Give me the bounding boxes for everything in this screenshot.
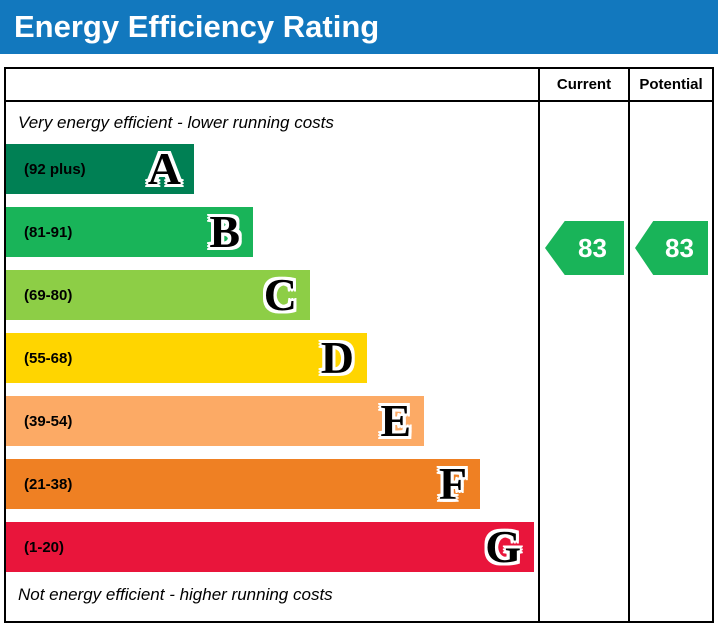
current-rating-arrow: 83 [545,221,624,275]
header-spacer [6,69,538,102]
band-letter: B [209,206,240,257]
potential-column: 83 [628,102,712,621]
band-range-label: (39-54) [24,412,73,430]
current-column: 83 [538,102,628,621]
potential-rating-value: 83 [665,232,694,263]
band-range-label: (92 plus) [24,160,86,178]
band-letter: A [147,143,181,194]
band-range-label: (81-91) [24,223,73,241]
band-letter: C [263,269,297,320]
band-range-label: (21-38) [24,475,73,493]
title-bar: Energy Efficiency Rating [0,0,718,54]
band-row-b: (81-91) B [6,207,253,257]
band-row-a: (92 plus) A [6,144,194,194]
band-range-label: (69-80) [24,286,73,304]
band-letter: G [485,521,521,572]
potential-column-header: Potential [628,69,712,102]
band-letter: F [438,458,467,509]
band-row-c: (69-80) C [6,270,310,320]
potential-rating-arrow: 83 [635,221,708,275]
band-row-f: (21-38) F [6,459,480,509]
bottom-note: Not energy efficient - higher running co… [18,585,333,604]
current-column-header: Current [538,69,628,102]
bands-area: Very energy efficient - lower running co… [6,102,538,621]
band-row-e: (39-54) E [6,396,424,446]
band-letter: D [320,332,354,383]
current-rating-value: 83 [578,232,607,263]
band-row-g: (1-20) G [6,522,534,572]
page-title: Energy Efficiency Rating [14,9,380,44]
top-note: Very energy efficient - lower running co… [18,113,334,132]
epc-grid: Current Potential Very energy efficient … [6,69,712,621]
band-range-label: (1-20) [24,538,65,556]
band-row-d: (55-68) D [6,333,367,383]
epc-chart: Current Potential Very energy efficient … [4,67,714,623]
band-letter: E [380,395,411,446]
band-range-label: (55-68) [24,349,73,367]
